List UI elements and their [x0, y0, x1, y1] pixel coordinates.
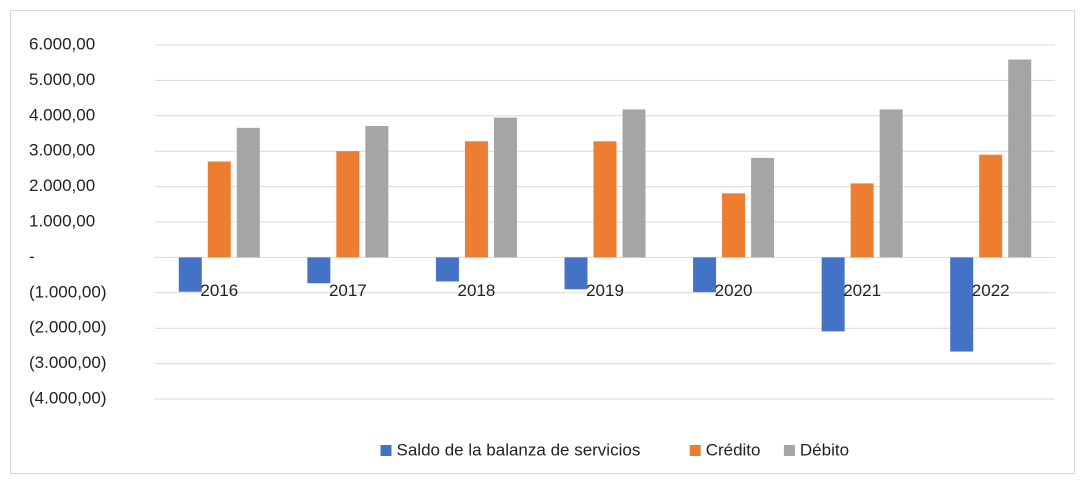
bar	[336, 151, 360, 258]
x-tick-label: 2022	[972, 281, 1010, 300]
bar	[236, 127, 260, 258]
y-tick-label: (1.000,00)	[29, 282, 107, 301]
bar	[722, 193, 746, 258]
legend-swatch	[783, 445, 795, 456]
y-tick-label: 2.000,00	[29, 176, 95, 195]
x-tick-label: 2019	[586, 281, 624, 300]
bar	[365, 126, 389, 258]
legend-label: Débito	[800, 440, 849, 459]
y-tick-label: -	[29, 247, 35, 266]
bar	[207, 161, 231, 258]
bar	[979, 154, 1003, 258]
bar	[493, 117, 517, 258]
y-tick-label: 5.000,00	[29, 70, 95, 89]
legend-swatch	[689, 445, 701, 456]
bar	[435, 257, 459, 282]
bar	[693, 257, 717, 293]
y-tick-label: (3.000,00)	[29, 353, 107, 372]
bar	[593, 141, 617, 258]
bar	[950, 257, 974, 352]
legend-label: Saldo de la balanza de servicios	[397, 440, 641, 459]
legend-swatch	[380, 445, 392, 456]
y-tick-label: 6.000,00	[29, 34, 95, 53]
x-tick-label: 2016	[200, 281, 238, 300]
bar	[751, 157, 775, 258]
x-tick-label: 2020	[715, 281, 753, 300]
bar	[178, 257, 202, 292]
y-tick-label: 3.000,00	[29, 141, 95, 160]
y-tick-label: (4.000,00)	[29, 388, 107, 407]
x-tick-label: 2017	[329, 281, 367, 300]
y-tick-label: 1.000,00	[29, 211, 95, 230]
bar	[307, 257, 331, 284]
bar	[1008, 59, 1032, 258]
y-tick-label: (2.000,00)	[29, 318, 107, 337]
x-tick-label: 2018	[458, 281, 496, 300]
bar	[821, 257, 845, 332]
bar	[464, 141, 488, 258]
bar	[850, 183, 874, 258]
x-tick-label: 2021	[843, 281, 881, 300]
y-tick-label: 4.000,00	[29, 105, 95, 124]
bar	[622, 109, 646, 258]
legend-label: Crédito	[706, 440, 761, 459]
bar	[564, 257, 588, 290]
bar	[879, 109, 903, 258]
